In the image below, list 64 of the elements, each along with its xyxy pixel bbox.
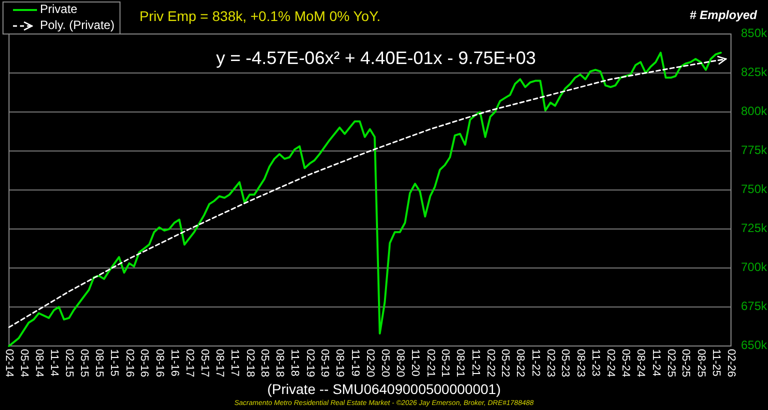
x-tick-label: 11-17 xyxy=(228,349,241,376)
x-tick-label: 02-22 xyxy=(484,349,496,378)
x-tick-label: 08-14 xyxy=(32,349,45,378)
x-tick-label: 11-21 xyxy=(469,349,482,376)
x-tick-label: 02-23 xyxy=(544,349,557,378)
y-axis-title: # Employed xyxy=(690,8,758,22)
x-tick-label: 11-15 xyxy=(108,349,120,376)
x-tick-label: 05-23 xyxy=(559,349,572,378)
legend-label: Private xyxy=(40,2,78,16)
x-tick-label: 02-26 xyxy=(725,349,738,378)
x-tick-label: 11-25 xyxy=(710,349,722,376)
x-tick-label: 02-15 xyxy=(63,349,76,378)
x-tick-label: 11-18 xyxy=(288,349,301,376)
x-axis-title: (Private -- SMU06409000500000001) xyxy=(267,381,501,397)
x-tick-label: 02-21 xyxy=(424,349,436,378)
y-tick-label: 725k xyxy=(741,221,768,236)
x-tick-label: 08-25 xyxy=(694,349,707,378)
x-tick-label: 02-14 xyxy=(3,349,16,378)
x-tick-label: 05-24 xyxy=(620,349,632,378)
x-tick-label: 08-16 xyxy=(153,349,166,378)
x-tick-label: 08-17 xyxy=(213,349,226,378)
chart-title: Priv Emp = 838k, +0.1% MoM 0% YoY. xyxy=(140,8,380,24)
x-tick-label: 02-20 xyxy=(364,349,376,378)
x-tick-label: 11-22 xyxy=(529,349,542,376)
y-tick-label: 675k xyxy=(741,299,768,314)
x-tick-label: 05-17 xyxy=(198,349,210,378)
x-tick-label: 05-14 xyxy=(18,349,30,378)
x-tick-label: 05-20 xyxy=(378,349,391,378)
x-tick-label: 08-21 xyxy=(454,349,466,378)
y-tick-label: 700k xyxy=(741,260,768,274)
y-tick-label: 825k xyxy=(741,65,768,80)
x-tick-label: 02-19 xyxy=(304,349,316,378)
x-tick-label: 05-25 xyxy=(680,349,692,378)
x-tick-label: 05-19 xyxy=(318,349,331,378)
y-tick-label: 800k xyxy=(741,104,768,118)
x-tick-label: 02-25 xyxy=(664,349,677,378)
x-tick-label: 08-18 xyxy=(274,349,286,378)
x-tick-label: 11-14 xyxy=(48,349,60,376)
legend-label: Poly. (Private) xyxy=(40,18,114,32)
x-tick-label: 05-22 xyxy=(499,349,512,378)
x-tick-label: 02-24 xyxy=(604,349,617,378)
x-tick-label: 05-16 xyxy=(138,349,150,378)
x-tick-label: 02-18 xyxy=(244,349,256,378)
x-tick-label: 02-17 xyxy=(184,349,196,378)
x-tick-label: 11-23 xyxy=(590,349,602,376)
y-tick-label: 650k xyxy=(741,338,768,352)
x-tick-label: 11-20 xyxy=(409,349,422,376)
x-tick-label: 05-21 xyxy=(438,349,451,378)
x-tick-label: 08-22 xyxy=(514,349,526,378)
x-tick-label: 02-16 xyxy=(123,349,136,378)
x-tick-label: 08-20 xyxy=(394,349,406,378)
x-tick-label: 11-16 xyxy=(168,349,180,376)
x-tick-label: 08-23 xyxy=(574,349,586,378)
x-tick-label: 08-19 xyxy=(334,349,346,378)
x-tick-label: 11-24 xyxy=(650,349,662,376)
x-tick-label: 05-15 xyxy=(78,349,90,378)
y-tick-label: 750k xyxy=(741,182,768,196)
x-tick-label: 05-18 xyxy=(258,349,270,378)
y-tick-label: 850k xyxy=(741,26,768,40)
x-tick-label: 08-15 xyxy=(93,349,106,378)
x-tick-label: 11-19 xyxy=(348,349,361,376)
annotation: y = -4.57E-06x² + 4.40E-01x - 9.75E+03 xyxy=(216,48,536,68)
x-tick-label: 08-24 xyxy=(634,349,647,378)
y-tick-label: 775k xyxy=(741,143,768,158)
